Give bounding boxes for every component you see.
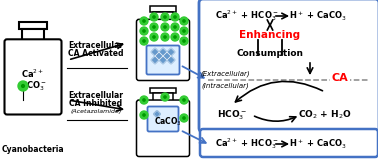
Circle shape: [140, 37, 148, 45]
Text: Extracellular: Extracellular: [68, 91, 124, 100]
Bar: [153, 93, 173, 103]
Polygon shape: [155, 52, 163, 60]
Circle shape: [171, 23, 179, 31]
Circle shape: [153, 16, 155, 18]
Bar: [153, 12, 173, 22]
Text: Ca$^{2+}$ + HCO$_3^-$: Ca$^{2+}$ + HCO$_3^-$: [215, 9, 279, 23]
Polygon shape: [153, 111, 161, 118]
Bar: [150, 6, 176, 12]
FancyBboxPatch shape: [147, 107, 178, 131]
Text: Consumption: Consumption: [237, 48, 304, 58]
Text: Extracellular: Extracellular: [68, 41, 124, 51]
Circle shape: [183, 40, 185, 42]
Polygon shape: [159, 56, 167, 64]
Circle shape: [180, 17, 188, 25]
FancyBboxPatch shape: [147, 45, 180, 75]
Circle shape: [22, 85, 25, 87]
Circle shape: [143, 30, 145, 32]
Circle shape: [180, 27, 188, 35]
Circle shape: [171, 33, 179, 41]
Text: Cyanobacteria: Cyanobacteria: [2, 145, 64, 155]
Polygon shape: [159, 48, 167, 56]
Bar: [22, 29, 44, 42]
Circle shape: [183, 20, 185, 22]
Circle shape: [161, 33, 169, 41]
Circle shape: [180, 96, 188, 104]
Text: (Intracellular): (Intracellular): [201, 83, 249, 89]
Circle shape: [183, 30, 185, 32]
Text: H$^+$ + CaCO$_3$: H$^+$ + CaCO$_3$: [289, 9, 347, 23]
Bar: [150, 88, 176, 93]
Text: Enhancing: Enhancing: [239, 30, 301, 40]
Text: CA: CA: [332, 73, 349, 83]
Circle shape: [140, 111, 148, 119]
FancyBboxPatch shape: [136, 19, 189, 80]
Circle shape: [153, 36, 155, 38]
Text: CA Inhibited: CA Inhibited: [70, 98, 122, 107]
Circle shape: [150, 13, 158, 21]
Text: HCO$_3^-$: HCO$_3^-$: [217, 108, 247, 122]
Circle shape: [140, 17, 148, 25]
Circle shape: [161, 13, 169, 21]
Circle shape: [161, 93, 169, 101]
Text: HCO$_3^-$: HCO$_3^-$: [19, 79, 47, 93]
Text: Ca$^{2+}$ + HCO$_3^-$: Ca$^{2+}$ + HCO$_3^-$: [215, 137, 279, 152]
Text: (Acetazolamide): (Acetazolamide): [70, 108, 122, 114]
Circle shape: [153, 26, 155, 28]
Circle shape: [18, 81, 28, 91]
Circle shape: [171, 13, 179, 21]
Circle shape: [174, 16, 176, 18]
Text: CA Activated: CA Activated: [68, 48, 124, 58]
Circle shape: [183, 99, 185, 101]
Circle shape: [180, 114, 188, 122]
Circle shape: [164, 96, 166, 98]
FancyBboxPatch shape: [136, 100, 189, 156]
Circle shape: [161, 23, 169, 31]
Circle shape: [150, 23, 158, 31]
Text: Ca$^{2+}$: Ca$^{2+}$: [22, 68, 45, 80]
Polygon shape: [167, 48, 175, 56]
Text: (Extracellular): (Extracellular): [200, 71, 250, 77]
Polygon shape: [151, 56, 159, 64]
Circle shape: [164, 26, 166, 28]
Circle shape: [143, 40, 145, 42]
Circle shape: [164, 36, 166, 38]
Circle shape: [183, 117, 185, 119]
Polygon shape: [151, 48, 159, 56]
Polygon shape: [163, 52, 171, 60]
Circle shape: [140, 27, 148, 35]
Circle shape: [143, 99, 145, 101]
FancyBboxPatch shape: [5, 39, 62, 114]
Polygon shape: [167, 56, 175, 64]
Circle shape: [150, 33, 158, 41]
FancyBboxPatch shape: [200, 129, 378, 157]
Circle shape: [174, 26, 176, 28]
Circle shape: [143, 114, 145, 116]
Bar: [19, 22, 47, 29]
Circle shape: [174, 36, 176, 38]
Circle shape: [180, 37, 188, 45]
FancyBboxPatch shape: [199, 0, 378, 132]
Circle shape: [143, 20, 145, 22]
Text: CaCO$_3$: CaCO$_3$: [154, 116, 182, 128]
Text: CO$_2$ + H$_2$O: CO$_2$ + H$_2$O: [298, 109, 352, 121]
Text: H$^+$ + CaCO$_3$: H$^+$ + CaCO$_3$: [289, 137, 347, 151]
Circle shape: [164, 16, 166, 18]
Circle shape: [140, 96, 148, 104]
